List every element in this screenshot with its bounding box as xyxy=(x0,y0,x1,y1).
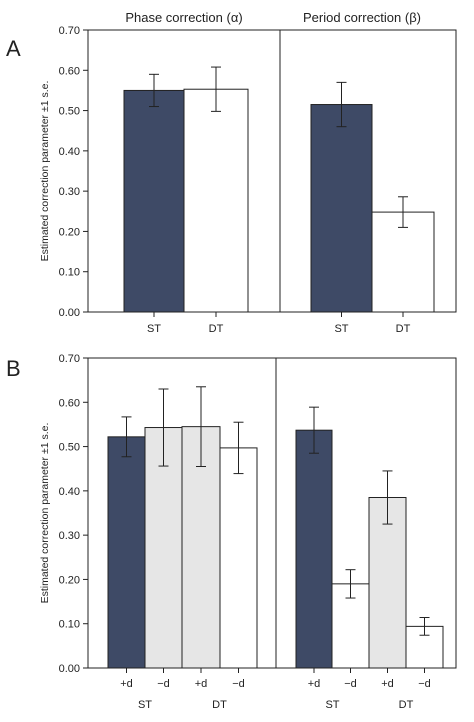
plot-frame xyxy=(87,29,457,313)
bar xyxy=(123,89,185,313)
y-tick-label: 0.40 xyxy=(59,146,80,158)
panel-b-letter: B xyxy=(6,356,21,381)
y-axis-label: Estimated correction parameter ±1 s.e. xyxy=(39,81,51,262)
x-group-label: ST xyxy=(138,699,152,711)
x-category-label: +d xyxy=(308,678,321,690)
y-tick-label: 0.30 xyxy=(59,186,80,198)
panel-b-chart: 0.00 0.10 0.20 0.30 0.40 0.50 0.60 0.70 Estimate… xyxy=(39,353,457,711)
plot-frame xyxy=(87,357,457,669)
x-group-label: ST xyxy=(325,699,339,711)
bar xyxy=(219,447,258,669)
y-axis-label: Estimated correction parameter ±1 s.e. xyxy=(39,423,51,604)
y-tick-label: 0.40 xyxy=(59,486,80,498)
y-tick-label: 0.20 xyxy=(59,226,80,238)
x-category-label: +d xyxy=(120,678,133,690)
bar xyxy=(183,88,249,313)
x-category-label: −d xyxy=(418,678,431,690)
title-phase-correction: Phase correction (α) xyxy=(125,10,242,25)
y-tick-label: 0.60 xyxy=(59,397,80,409)
y-tick-label: 0.50 xyxy=(59,442,80,454)
x-group-label: DT xyxy=(212,699,227,711)
x-group-label: DT xyxy=(399,699,414,711)
bar xyxy=(295,429,333,669)
panel-a-chart: 0.00 0.10 0.20 0.30 0.40 0.50 0.60 0.70 Estimate… xyxy=(39,25,457,335)
y-tick-label: 0.10 xyxy=(59,267,80,279)
x-category-label: ST xyxy=(147,323,161,335)
y-tick-label: 0.70 xyxy=(59,353,80,365)
y-tick-label: 0.00 xyxy=(59,307,80,319)
bar xyxy=(310,104,373,313)
x-category-label: ST xyxy=(334,323,348,335)
x-category-label: DT xyxy=(396,323,411,335)
x-category-label: DT xyxy=(209,323,224,335)
x-category-label: −d xyxy=(344,678,357,690)
y-tick-label: 0.20 xyxy=(59,574,80,586)
panel-a-letter: A xyxy=(6,36,21,61)
x-category-label: −d xyxy=(157,678,170,690)
bar xyxy=(144,427,183,669)
title-period-correction: Period correction (β) xyxy=(303,10,421,25)
y-tick-label: 0.10 xyxy=(59,619,80,631)
y-tick-label: 0.50 xyxy=(59,106,80,118)
x-category-label: −d xyxy=(232,678,245,690)
bar xyxy=(107,436,146,669)
y-tick-label: 0.30 xyxy=(59,530,80,542)
bar xyxy=(368,497,407,669)
y-tick-label: 0.00 xyxy=(59,663,80,675)
y-tick-label: 0.70 xyxy=(59,25,80,37)
x-category-label: +d xyxy=(195,678,208,690)
y-tick-label: 0.60 xyxy=(59,65,80,77)
x-category-label: +d xyxy=(381,678,394,690)
